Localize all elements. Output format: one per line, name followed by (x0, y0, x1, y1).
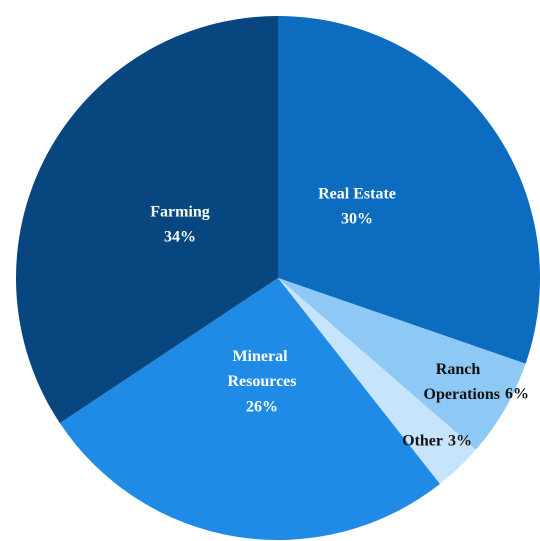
pie-slice (16, 16, 278, 424)
slice-label: Ranch Operations (424, 361, 500, 403)
slice-label: Farming (150, 204, 210, 221)
slice-label: Mineral Resources (227, 348, 296, 390)
pie-slice (59, 278, 440, 540)
slice-value-label: 3% (448, 433, 472, 450)
slice-label: Other (402, 433, 443, 450)
slice-value-label: 34% (164, 229, 196, 246)
pie-slice (278, 278, 477, 484)
pie-slice (278, 278, 526, 450)
slice-label: Real Estate (318, 186, 396, 203)
slice-value-label: 26% (246, 399, 278, 416)
slice-value-label: 6% (505, 386, 529, 403)
slice-value-label: 30% (341, 211, 373, 228)
pie-slice (278, 16, 540, 364)
